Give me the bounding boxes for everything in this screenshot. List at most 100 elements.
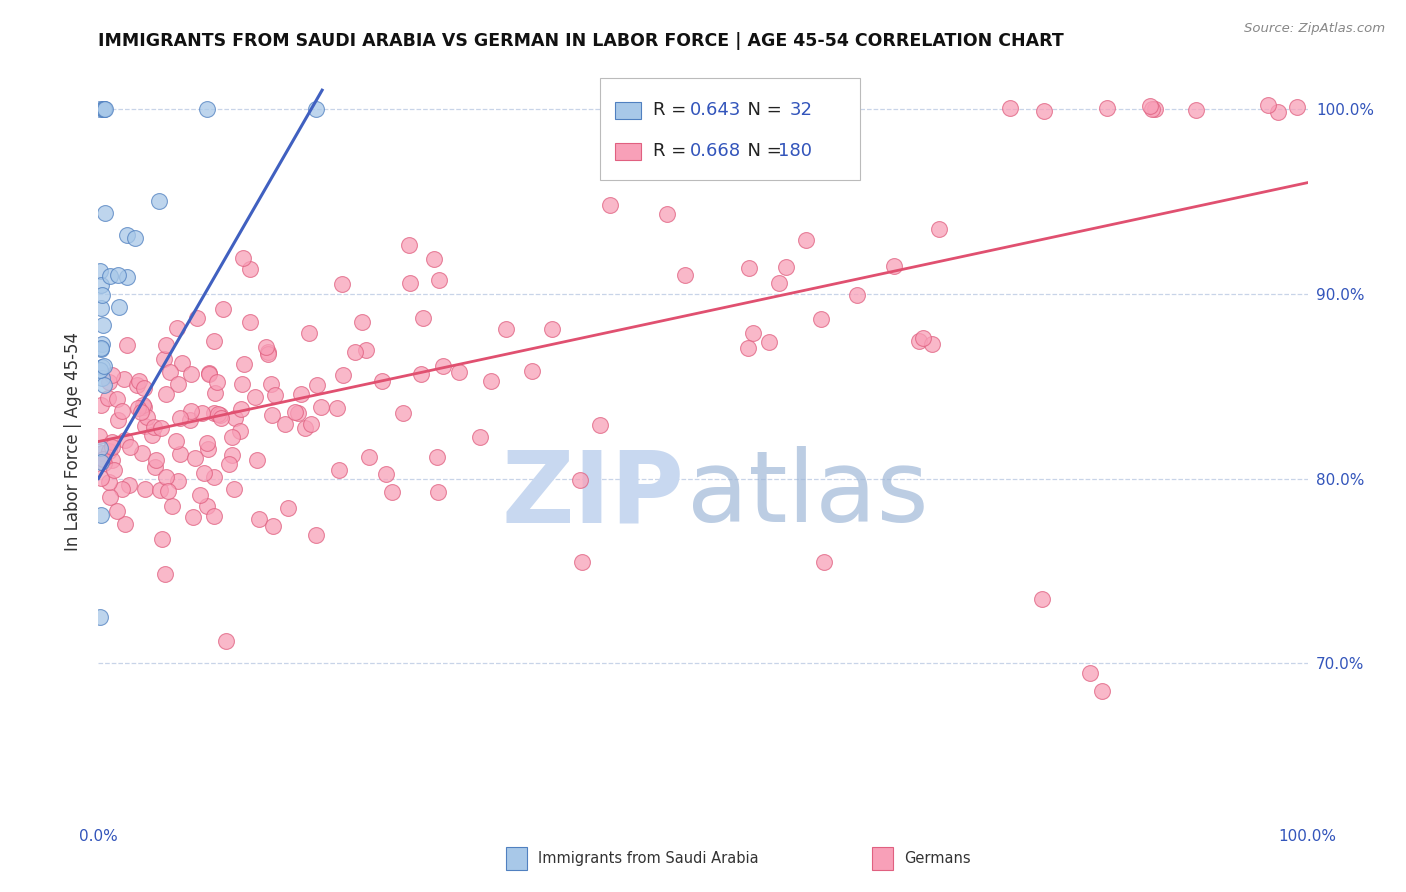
Point [193,466,215,480]
Point [145,453,167,467]
Point [180,368,202,382]
Point [1184,103,1206,118]
Point [284,405,307,419]
FancyBboxPatch shape [600,78,860,180]
Point [188,488,211,502]
FancyBboxPatch shape [614,143,641,160]
Point [91,318,114,332]
Point [118,477,141,491]
Point [1091,684,1114,698]
Point [495,322,517,336]
Text: 32: 32 [790,102,813,120]
Point [912,331,935,345]
Point [262,519,284,533]
Point [392,406,415,420]
Point [352,314,374,328]
Point [90,341,112,355]
Point [91,360,114,375]
Point [148,194,170,208]
Point [908,334,931,348]
Point [738,261,761,276]
Point [299,417,322,431]
Point [124,231,146,245]
Point [229,401,252,416]
Point [332,368,354,383]
Point [141,428,163,442]
Point [208,409,231,423]
Text: R =: R = [654,143,692,161]
Point [309,400,332,414]
Point [152,352,174,367]
Point [399,276,422,290]
Point [128,374,150,388]
Point [180,403,202,417]
Point [155,470,177,484]
Point [101,435,124,450]
Point [149,483,172,497]
Point [207,407,229,421]
Point [1139,99,1161,113]
Point [195,500,218,514]
Point [195,102,218,116]
Point [233,357,256,371]
Point [259,377,281,392]
Point [157,484,180,499]
Point [737,341,759,355]
Text: ZIP: ZIP [502,446,685,543]
Point [243,390,266,404]
Point [115,338,138,352]
Point [90,288,112,302]
Point [239,315,262,329]
FancyBboxPatch shape [872,847,893,870]
Point [412,311,434,326]
Point [813,555,835,569]
Point [298,326,321,341]
Point [181,510,204,524]
Point [90,398,112,412]
Point [1267,104,1289,119]
Text: 0.643: 0.643 [690,102,741,120]
Point [195,435,218,450]
Point [93,359,115,374]
Point [427,273,450,287]
Point [209,410,232,425]
Point [89,102,111,116]
Point [541,322,564,336]
Point [89,264,111,278]
Point [423,252,446,266]
Point [1033,104,1056,119]
Text: Immigrants from Saudi Arabia: Immigrants from Saudi Arabia [538,852,759,866]
Point [91,102,114,116]
Point [89,441,111,455]
Point [120,440,142,454]
Point [127,401,149,415]
Point [218,457,240,471]
Point [169,447,191,461]
Text: 180: 180 [778,143,813,161]
Point [205,376,228,390]
Point [166,320,188,334]
Point [132,381,155,395]
Point [1140,102,1163,116]
Point [89,363,111,377]
Point [247,511,270,525]
Point [1097,101,1119,115]
Text: Germans: Germans [904,852,970,866]
Point [107,413,129,427]
Point [111,482,134,496]
Text: IMMIGRANTS FROM SAUDI ARABIA VS GERMAN IN LABOR FORCE | AGE 45-54 CORRELATION CH: IMMIGRANTS FROM SAUDI ARABIA VS GERMAN I… [98,32,1064,50]
Point [257,346,280,360]
Point [101,440,124,454]
Point [112,372,135,386]
Point [232,251,254,265]
Point [202,334,225,348]
Point [134,483,156,497]
Point [359,450,381,464]
Point [142,420,165,434]
Point [108,300,131,314]
Point [221,430,243,444]
Point [197,442,219,457]
Point [93,102,115,116]
Point [257,344,280,359]
Point [101,368,124,383]
